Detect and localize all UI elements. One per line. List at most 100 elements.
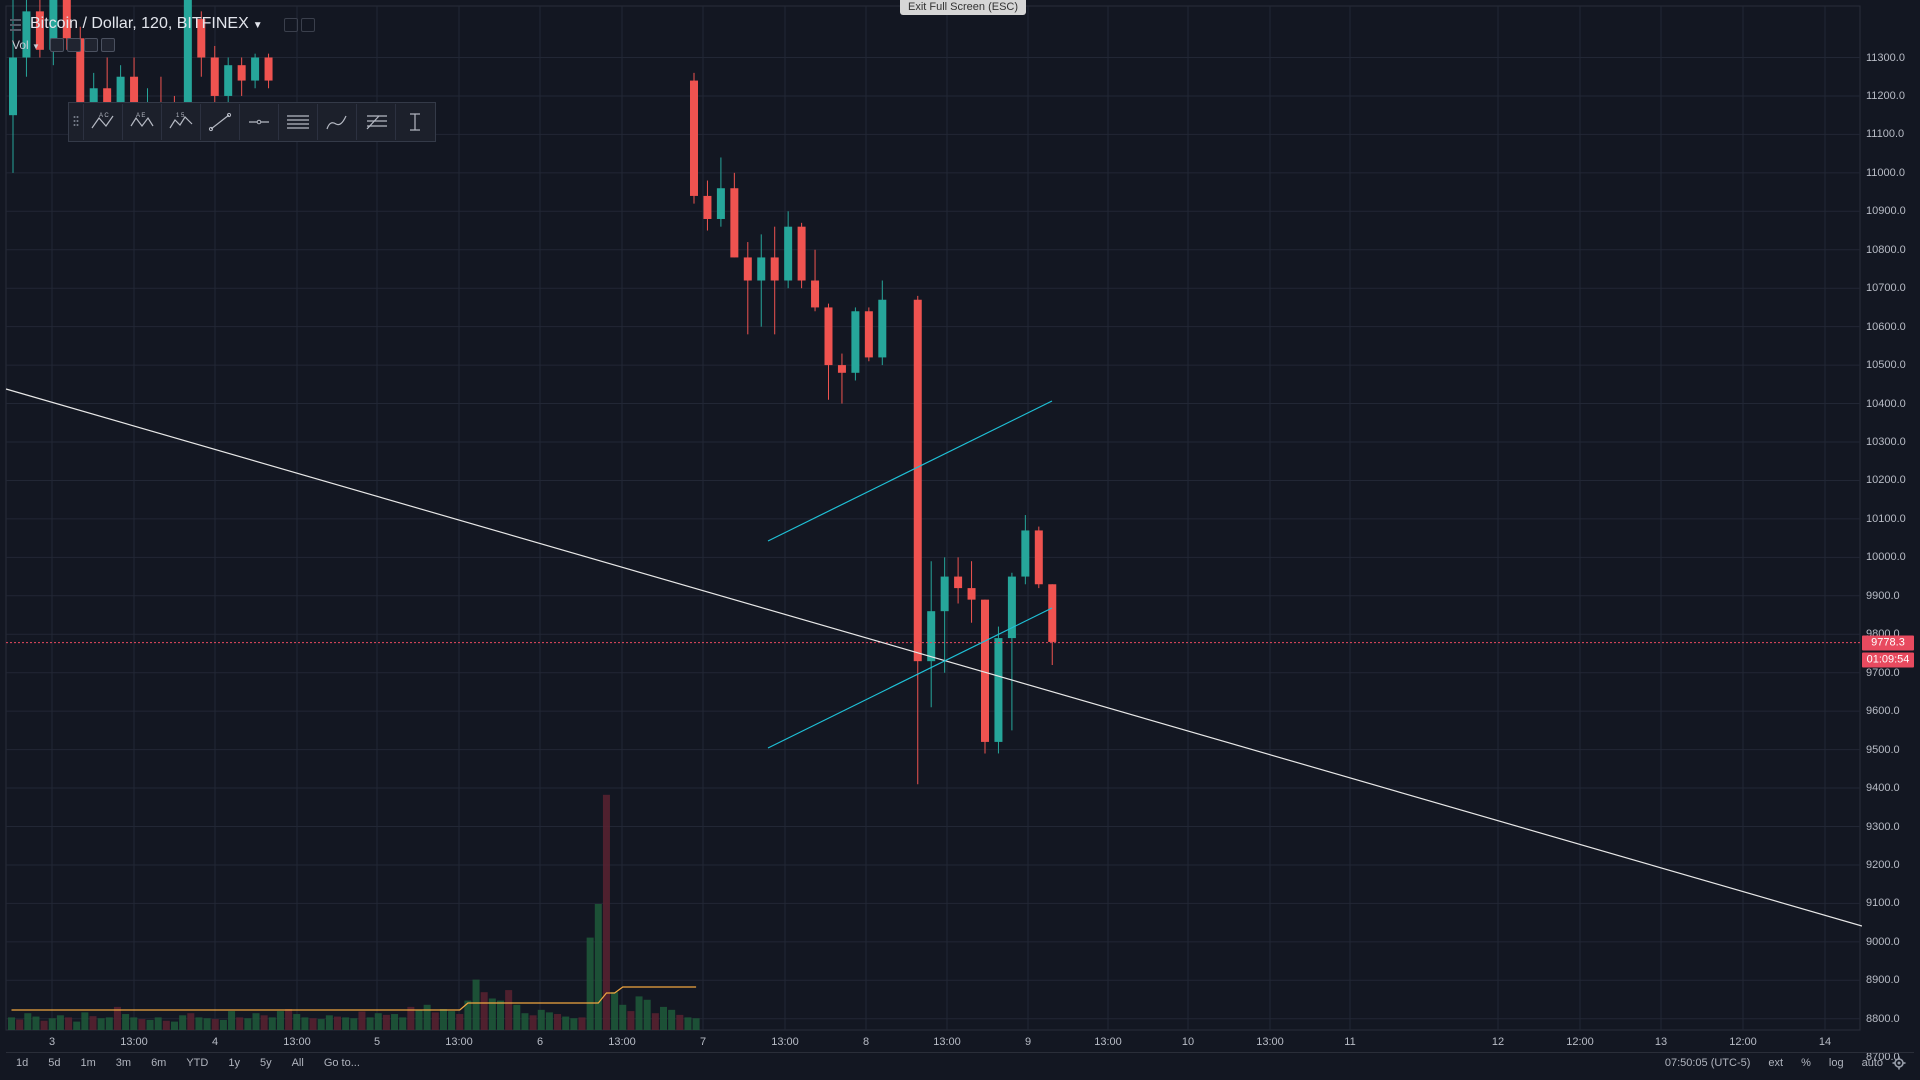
volume-bar xyxy=(545,1012,553,1030)
horizontal-ray-icon[interactable] xyxy=(239,104,278,140)
settings-icon[interactable] xyxy=(67,38,81,52)
time-axis[interactable]: 3 13:00 4 13:00 5 13:00 6 13:00 7 13:00 8 13:00 9 13:… xyxy=(0,1030,1862,1054)
symbol-title[interactable]: Bitcoin / Dollar, 120, BITFINEX ▼ xyxy=(30,15,263,33)
chart-canvas[interactable] xyxy=(0,0,1862,1050)
clock-timezone[interactable]: 07:50:05 (UTC-5) xyxy=(1664,1057,1751,1069)
exit-fullscreen-tooltip[interactable]: Exit Full Screen (ESC) xyxy=(900,0,1026,15)
volume-bar xyxy=(48,1018,56,1030)
time-tick-label: 14 xyxy=(1818,1036,1832,1048)
settings-icon[interactable] xyxy=(301,18,315,32)
volume-ma-line xyxy=(11,986,697,1011)
candle-body xyxy=(1034,530,1043,585)
volume-bar xyxy=(236,1017,244,1030)
brush-icon[interactable] xyxy=(317,104,356,140)
volume-bar xyxy=(692,1018,700,1030)
time-tick-label: 13:00 xyxy=(445,1036,473,1048)
text-cursor-icon[interactable] xyxy=(395,104,434,140)
auto-scale-toggle[interactable]: auto xyxy=(1861,1057,1883,1069)
volume-bar xyxy=(619,1004,627,1030)
abcd-pattern-icon[interactable]: A C xyxy=(83,104,122,140)
close-icon[interactable] xyxy=(101,38,115,52)
period-5y[interactable]: 5y xyxy=(259,1057,272,1069)
percent-scale-toggle[interactable]: % xyxy=(1801,1057,1811,1069)
parallel-channel-icon[interactable] xyxy=(278,104,317,140)
period-ytd[interactable]: YTD xyxy=(186,1057,209,1069)
volume-controls xyxy=(50,38,115,52)
volume-bar xyxy=(105,1017,113,1030)
candle-body xyxy=(35,11,44,50)
eye-icon[interactable] xyxy=(50,38,64,52)
volume-bar xyxy=(334,1016,341,1030)
volume-bar xyxy=(309,1018,317,1030)
volume-bar xyxy=(480,992,488,1030)
volume-bar xyxy=(113,1006,121,1030)
time-tick-label: 13:00 xyxy=(608,1036,636,1048)
goto-date-button[interactable]: Go to... xyxy=(323,1057,360,1069)
volume-bar xyxy=(521,1013,529,1030)
current-price-badge: 9778.3 xyxy=(1862,635,1914,651)
candle-body xyxy=(49,0,58,50)
period-5d[interactable]: 5d xyxy=(48,1057,61,1069)
drag-handle-icon[interactable] xyxy=(69,103,83,141)
ext-hours-toggle[interactable]: ext xyxy=(1768,1057,1784,1069)
period-all[interactable]: All xyxy=(291,1057,304,1069)
candle-body xyxy=(967,588,976,600)
symbol-title-text: Bitcoin / Dollar, 120, BITFINEX xyxy=(30,15,249,32)
volume-bar xyxy=(456,1014,464,1030)
time-tick-label: 6 xyxy=(536,1036,544,1048)
price-tick-label: 9000.0 xyxy=(1866,935,1900,948)
period-6m[interactable]: 6m xyxy=(151,1057,167,1069)
trend-line-icon[interactable] xyxy=(200,104,239,140)
volume-bar xyxy=(651,1013,659,1030)
chart-menu-icon[interactable] xyxy=(10,18,22,32)
candle-body xyxy=(9,57,17,116)
chevron-down-icon[interactable]: ▼ xyxy=(32,42,40,51)
candle-body xyxy=(954,576,963,589)
candle-body xyxy=(1021,530,1030,577)
log-scale-toggle[interactable]: log xyxy=(1828,1057,1844,1069)
candle-body xyxy=(703,195,712,219)
candle-body xyxy=(837,365,846,373)
gear-icon[interactable] xyxy=(1892,1056,1906,1070)
period-3m[interactable]: 3m xyxy=(115,1057,132,1069)
volume-bar xyxy=(684,1017,692,1030)
volume-bar xyxy=(358,1011,366,1030)
time-tick-label: 13:00 xyxy=(1094,1036,1122,1048)
volume-bar xyxy=(635,996,643,1030)
volume-bar xyxy=(676,1014,684,1030)
candle-body xyxy=(913,299,922,662)
volume-indicator-label[interactable]: Vol ▼ xyxy=(12,38,40,52)
plus-icon[interactable] xyxy=(84,38,98,52)
volume-bar xyxy=(24,1013,32,1030)
bottom-toolbar: 1d 5d 1m 3m 6m YTD 1y 5y All Go to... 07… xyxy=(6,1052,1914,1073)
elliott-wave-icon[interactable]: 1 5 xyxy=(161,104,200,140)
price-tick-label: 10200.0 xyxy=(1866,474,1906,487)
time-tick-label: 10 xyxy=(1181,1036,1195,1048)
candle-body xyxy=(251,57,260,81)
volume-bar xyxy=(179,1015,187,1030)
candle-body xyxy=(784,226,793,281)
price-tick-label: 9900.0 xyxy=(1866,589,1900,602)
volume-bar xyxy=(97,1018,105,1030)
volume-bar xyxy=(448,1011,456,1030)
volume-bar xyxy=(382,1014,390,1030)
price-tick-label: 11200.0 xyxy=(1866,89,1905,102)
volume-bar xyxy=(65,1017,73,1030)
chevron-down-icon[interactable]: ▼ xyxy=(252,20,263,31)
price-tick-label: 9700.0 xyxy=(1866,666,1900,679)
period-1d[interactable]: 1d xyxy=(16,1057,29,1069)
candle-body xyxy=(824,307,833,366)
volume-bar xyxy=(513,1004,521,1030)
candle-body xyxy=(264,57,273,81)
fib-retracement-icon[interactable] xyxy=(356,104,395,140)
volume-bar xyxy=(366,1017,374,1030)
volume-bar xyxy=(211,1019,219,1030)
price-scale[interactable]: 11300.0 11200.0 11100.0 11000.0 10900.0 10800… xyxy=(1862,0,1920,1064)
volume-bar xyxy=(32,1016,40,1030)
abcde-pattern-icon[interactable]: A E xyxy=(122,104,161,140)
price-tick-label: 9300.0 xyxy=(1866,820,1900,833)
period-1y[interactable]: 1y xyxy=(228,1057,240,1069)
volume-bar xyxy=(252,1013,260,1030)
eye-icon[interactable] xyxy=(284,18,298,32)
period-1m[interactable]: 1m xyxy=(80,1057,96,1069)
